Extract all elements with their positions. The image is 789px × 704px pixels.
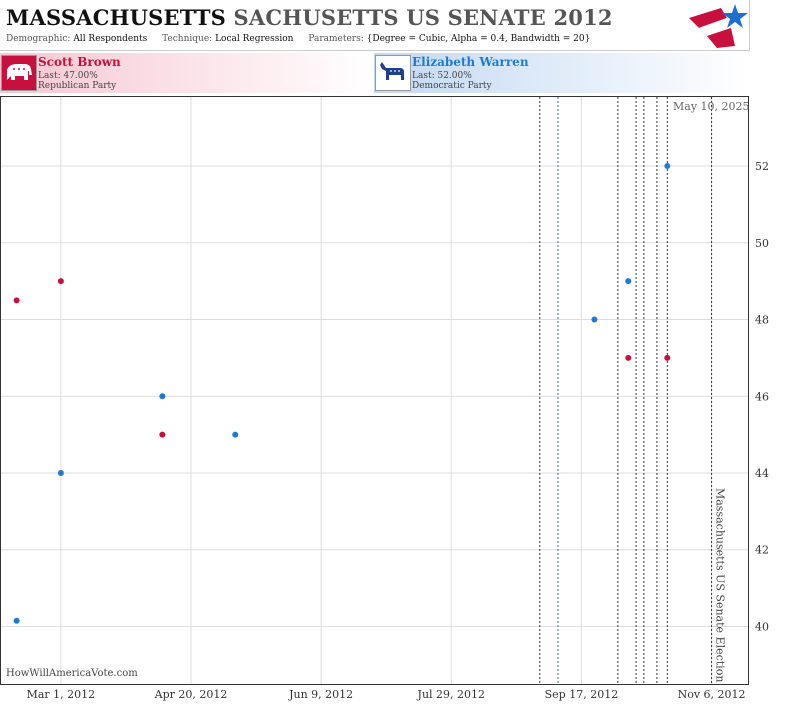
candidate-card-warren: Elizabeth Warren Last: 52.00% Democratic…	[374, 53, 747, 93]
candidate-card-brown: Scott Brown Last: 47.00% Republican Part…	[0, 53, 373, 93]
data-point	[57, 278, 64, 285]
x-tick-label: Apr 20, 2012	[154, 688, 228, 701]
data-point	[57, 469, 64, 476]
candidate-name: Scott Brown	[38, 55, 121, 69]
candidate-party: Democratic Party	[412, 81, 492, 91]
candidate-party: Republican Party	[38, 81, 117, 91]
data-point	[232, 431, 239, 438]
chart-header: MASSACHUSETTS SACHUSETTS US SENATE 2012 …	[0, 0, 750, 51]
parameters-label: Parameters:	[308, 34, 364, 44]
x-tick-label: Jun 9, 2012	[288, 688, 353, 701]
data-point	[625, 278, 632, 285]
data-point	[13, 297, 20, 304]
candidate-name: Elizabeth Warren	[412, 55, 529, 69]
site-watermark: HowWillAmericaVote.com	[6, 668, 138, 679]
y-tick-label: 44	[755, 467, 769, 480]
parameters-line: Demographic: All Respondents Technique: …	[6, 34, 602, 44]
page-title: MASSACHUSETTS SACHUSETTS US SENATE 2012	[6, 5, 613, 30]
data-point	[591, 316, 598, 323]
data-point	[159, 431, 166, 438]
donkey-icon	[375, 55, 411, 91]
x-tick-label: Mar 1, 2012	[27, 688, 96, 701]
parameters-value: {Degree = Cubic, Alpha = 0.4, Bandwidth …	[366, 34, 591, 44]
y-tick-label: 48	[755, 314, 769, 327]
x-tick-label: Nov 6, 2012	[678, 688, 746, 701]
y-tick-label: 42	[755, 544, 769, 557]
y-tick-label: 50	[755, 237, 769, 250]
data-point	[664, 354, 671, 361]
data-point	[13, 617, 20, 624]
flag-star-icon	[689, 4, 748, 48]
candidate-last: Last: 52.00%	[412, 71, 472, 81]
data-point	[664, 163, 671, 170]
y-tick-label: 40	[755, 620, 769, 633]
y-tick-label: 52	[755, 160, 769, 173]
demographic-label: Demographic:	[6, 34, 71, 44]
data-point	[625, 354, 632, 361]
title-race: SACHUSETTS US SENATE 2012	[233, 5, 613, 30]
date-stamp: May 10, 2025	[673, 100, 750, 113]
elephant-icon	[1, 55, 37, 91]
technique-label: Technique:	[162, 34, 213, 44]
candidate-last: Last: 47.00%	[38, 71, 98, 81]
x-tick-label: Jul 29, 2012	[417, 688, 486, 701]
title-state: MASSACHUSETTS	[6, 5, 227, 30]
data-point	[159, 393, 166, 400]
demographic-value: All Respondents	[73, 34, 148, 44]
y-tick-label: 46	[755, 390, 769, 403]
technique-value: Local Regression	[215, 34, 294, 44]
x-tick-label: Sep 17, 2012	[545, 688, 619, 701]
chart-area	[0, 96, 749, 685]
election-annotation: Massachusetts US Senate Election	[714, 488, 727, 682]
